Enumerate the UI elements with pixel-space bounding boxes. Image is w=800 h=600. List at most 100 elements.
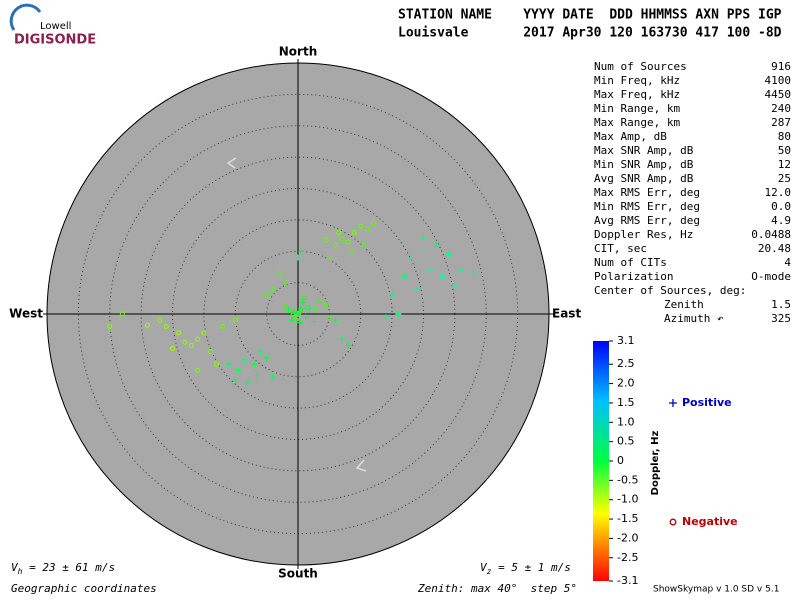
- source-point: [119, 311, 125, 317]
- source-point: [302, 314, 309, 321]
- source-point: [358, 223, 364, 229]
- legend-label: Negative: [682, 515, 738, 528]
- source-point: [232, 317, 238, 323]
- stat-value: O-mode: [751, 270, 791, 283]
- source-point: [264, 292, 270, 298]
- vh-v: V: [11, 561, 19, 574]
- logo-swoosh: [9, 3, 42, 31]
- vz-sub: z: [487, 567, 492, 576]
- source-point: [333, 242, 339, 248]
- source-point: [433, 241, 440, 248]
- colorbar-tick-label: 1.5: [617, 396, 635, 409]
- colorbar-tick-label: -3.1: [617, 574, 638, 587]
- stat-label: Min Range, km: [594, 102, 680, 115]
- stat-value: 50: [778, 144, 791, 157]
- source-point: [207, 349, 213, 355]
- zenith-label: Zenith: max 40° step 5°: [417, 582, 577, 595]
- stat-value: 12: [778, 158, 791, 171]
- source-point: [290, 312, 296, 318]
- polar-plot: North South East West: [9, 45, 581, 581]
- source-point: [220, 324, 226, 330]
- stat-label: Min RMS Err, deg: [594, 200, 700, 213]
- stat-value: 325: [771, 312, 791, 325]
- source-point: [244, 380, 251, 387]
- stat-value: 80: [778, 130, 791, 143]
- stat-value: 4450: [765, 88, 792, 101]
- stat-value: 0.0488: [751, 228, 791, 241]
- source-point: [298, 248, 305, 255]
- source-point: [326, 314, 332, 320]
- stat-label: Max Range, km: [594, 116, 680, 129]
- header-line: Louisvale 2017 Apr30 120 163730 417 100 …: [398, 26, 782, 41]
- source-point: [339, 236, 345, 242]
- stat-label: Max Amp, dB: [594, 130, 667, 143]
- stat-value: 4.9: [771, 214, 791, 227]
- logo-top: Lowell: [40, 21, 71, 32]
- colorbar-tick-label: 2.5: [617, 357, 635, 370]
- stats-table: Num of Sources 916 Min Freq, kHz 4100 Max Fr…: [594, 60, 791, 325]
- source-point: [317, 298, 323, 304]
- stat-value: 287: [771, 116, 791, 129]
- colorbar-tick-label: 0: [617, 454, 624, 467]
- source-point: [232, 376, 239, 383]
- stat-label: Doppler Res, Hz: [594, 228, 693, 241]
- vz-label: Vz = 5 ± 1 m/s: [480, 561, 571, 576]
- source-point: [323, 237, 329, 243]
- colorbar-tick-label: -0.5: [617, 473, 638, 486]
- source-point: [295, 254, 301, 261]
- source-point: [458, 267, 465, 274]
- vz-v: V: [480, 561, 488, 574]
- artifact: [355, 459, 367, 472]
- source-point: [298, 305, 305, 312]
- source-point: [420, 248, 427, 255]
- vz-rest: = 5 ± 1 m/s: [491, 561, 570, 574]
- stat-label: CIT, sec: [594, 242, 647, 255]
- stat-value: 25: [778, 172, 791, 185]
- source-point: [420, 235, 427, 242]
- stat-value: 4: [784, 256, 791, 269]
- source-point: [336, 229, 342, 235]
- source-point: [235, 367, 242, 374]
- colorbar-tick-label: 1.0: [617, 415, 635, 428]
- source-point: [263, 354, 270, 361]
- source-point: [389, 292, 396, 299]
- source-point: [298, 308, 304, 314]
- header-line: STATION NAME YYYY DATE DDD HHMMSS AXN PP…: [398, 8, 782, 23]
- source-point: [282, 303, 288, 309]
- stat-label: Max RMS Err, deg: [594, 186, 700, 199]
- source-point: [445, 251, 452, 258]
- direction-label: South: [278, 567, 318, 581]
- source-point: [176, 330, 182, 336]
- source-point: [426, 267, 433, 274]
- vh-sub: h: [18, 567, 23, 576]
- source-point: [326, 255, 332, 261]
- stat-value: 12.0: [765, 186, 792, 199]
- direction-label: West: [9, 307, 43, 321]
- stat-label: Zenith: [664, 298, 704, 311]
- source-point: [241, 356, 248, 363]
- source-point: [195, 336, 201, 342]
- colorbar-tick-label: -2.5: [617, 551, 638, 564]
- legend-label: Positive: [682, 396, 732, 409]
- stat-value: 20.48: [758, 242, 791, 255]
- artifact: [226, 157, 237, 169]
- source-point: [270, 286, 276, 292]
- source-point: [163, 324, 169, 330]
- colorbar-tick-label: -1.0: [617, 493, 638, 506]
- version-label: ShowSkymap v 1.0 SD v 5.1: [653, 585, 779, 595]
- source-point: [182, 339, 188, 345]
- source-point: [225, 361, 232, 368]
- stat-label: Avg SNR Amp, dB: [594, 172, 694, 185]
- source-point: [282, 280, 288, 286]
- source-point: [300, 299, 307, 306]
- source-point: [401, 273, 408, 280]
- source-point: [310, 318, 317, 325]
- stat-label: Polarization: [594, 270, 673, 283]
- legend-symbol: [669, 518, 677, 526]
- legend-symbol: [669, 399, 677, 407]
- stat-value: 240: [771, 102, 791, 115]
- colorbar-tick-label: -1.5: [617, 512, 638, 525]
- source-point: [144, 322, 150, 328]
